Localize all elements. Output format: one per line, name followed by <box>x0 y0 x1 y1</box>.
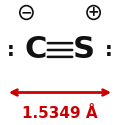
Text: C: C <box>25 36 47 64</box>
Text: +: + <box>88 6 99 20</box>
Text: :: : <box>105 40 113 60</box>
Text: −: − <box>21 6 32 20</box>
Text: 1.5349 Å: 1.5349 Å <box>22 106 98 121</box>
Text: :: : <box>7 40 15 60</box>
Text: S: S <box>73 36 95 64</box>
